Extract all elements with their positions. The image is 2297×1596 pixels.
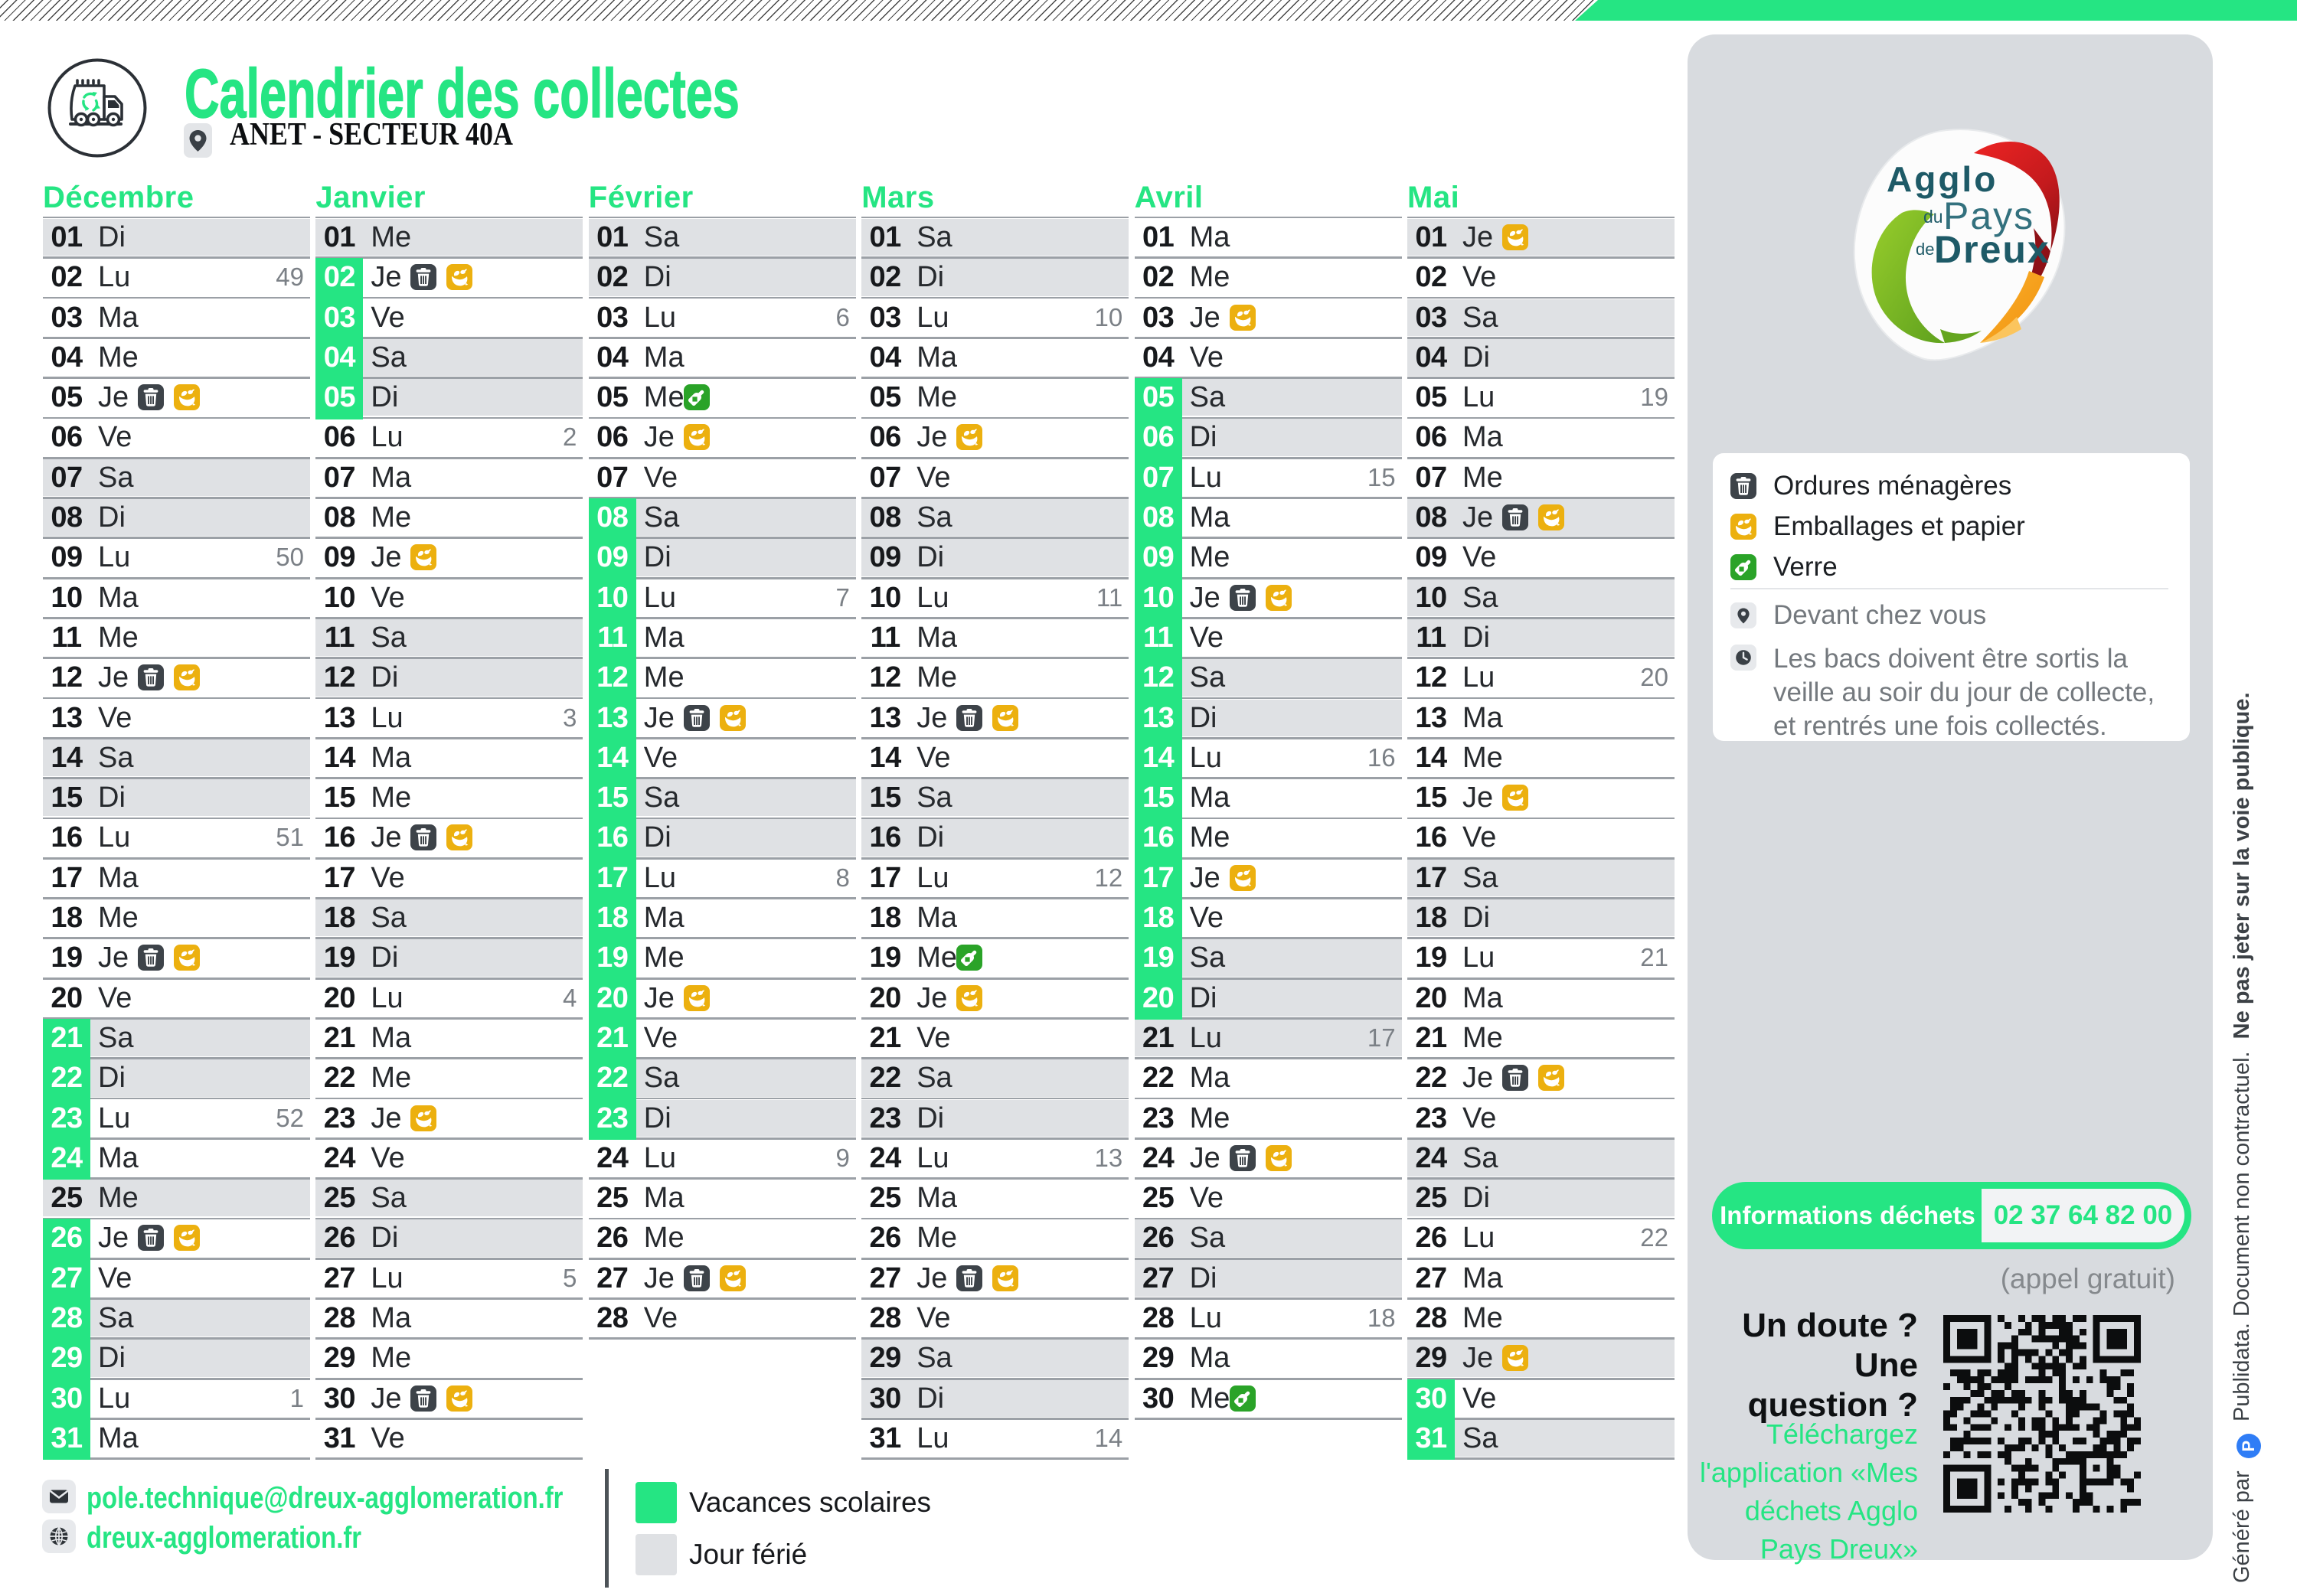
svg-text:Pays: Pays	[1943, 194, 2034, 237]
svg-text:Dreux: Dreux	[1934, 228, 2050, 271]
svg-text:Agglo: Agglo	[1887, 159, 1998, 199]
svg-text:du: du	[1923, 207, 1943, 227]
svg-text:de: de	[1916, 240, 1934, 259]
